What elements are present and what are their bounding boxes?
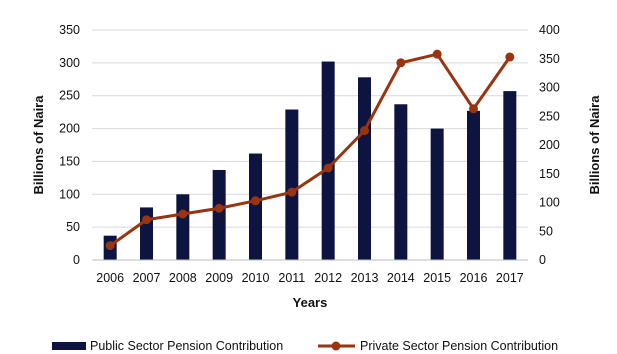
public-sector-bars — [103, 61, 517, 260]
y2-tick-label: 0 — [539, 253, 546, 267]
y-tick-label: 250 — [59, 89, 80, 103]
x-tick-label: 2017 — [496, 271, 524, 285]
x-tick-label: 2008 — [169, 271, 197, 285]
legend-swatch-public — [52, 342, 86, 350]
y-tick-label: 100 — [59, 187, 80, 201]
x-tick-label: 2012 — [314, 271, 342, 285]
y2-tick-label: 300 — [539, 81, 560, 95]
private-sector-line-path — [109, 52, 512, 247]
x-tick-label: 2009 — [205, 271, 233, 285]
x-tick-label: 2011 — [278, 271, 305, 285]
private-sector-point — [469, 104, 478, 114]
x-tick-label: 2013 — [351, 271, 379, 285]
y2-axis-title: Billions of Naira — [587, 95, 602, 195]
left-y-tick-labels: 0 50 100 150 200 250 300 350 — [59, 23, 80, 267]
legend-label-private: Private Sector Pension Contribution — [360, 339, 558, 353]
y-axis-title: Billions of Naira — [31, 95, 46, 195]
x-tick-label: 2010 — [242, 271, 270, 285]
public-sector-bar — [430, 128, 444, 260]
y-tick-label: 300 — [59, 56, 80, 70]
y2-tick-label: 250 — [539, 109, 560, 123]
gridlines — [92, 29, 528, 228]
private-sector-line — [105, 49, 515, 251]
private-sector-point — [505, 52, 515, 62]
public-sector-bar — [212, 169, 226, 260]
x-tick-labels: 2006 2007 2008 2009 2010 2011 2012 2013 2014 2015… — [96, 271, 524, 285]
private-sector-point — [432, 49, 442, 59]
y2-tick-label: 100 — [539, 196, 560, 210]
y2-tick-label: 350 — [539, 52, 560, 66]
x-tick-label: 2015 — [423, 271, 451, 285]
public-sector-bar — [249, 153, 262, 260]
y2-tick-label: 50 — [539, 224, 553, 238]
legend: Public Sector Pension Contribution Priva… — [52, 339, 558, 353]
y-tick-label: 150 — [59, 154, 80, 168]
x-tick-label: 2014 — [387, 271, 415, 285]
x-axis-title: Years — [293, 295, 328, 310]
y2-tick-label: 400 — [539, 23, 560, 37]
y-tick-label: 0 — [73, 253, 80, 267]
y2-tick-label: 150 — [539, 167, 560, 181]
private-sector-point — [396, 58, 406, 68]
legend-swatch-private-marker — [331, 341, 341, 351]
x-tick-label: 2016 — [460, 271, 488, 285]
legend-label-public: Public Sector Pension Contribution — [90, 339, 283, 353]
x-tick-label: 2006 — [96, 271, 124, 285]
private-sector-point — [214, 203, 224, 213]
public-sector-bar — [467, 110, 480, 260]
private-sector-point — [178, 209, 188, 219]
private-sector-point — [287, 187, 297, 197]
private-sector-point — [251, 196, 260, 206]
private-sector-point — [323, 163, 333, 173]
private-sector-point — [105, 241, 115, 251]
public-sector-bar — [285, 109, 299, 260]
x-tick-label: 2007 — [133, 271, 161, 285]
public-sector-bar — [321, 61, 335, 260]
private-sector-point — [142, 215, 151, 225]
y-tick-label: 350 — [59, 23, 80, 37]
private-sector-point — [360, 126, 369, 136]
public-sector-bar — [503, 91, 517, 260]
y-tick-label: 200 — [59, 122, 80, 136]
y2-tick-label: 200 — [539, 138, 560, 152]
public-sector-bar — [358, 77, 371, 260]
public-sector-bar — [394, 104, 408, 260]
y-tick-label: 50 — [66, 220, 80, 234]
right-y-tick-labels: 0 50 100 150 200 250 300 350 400 — [539, 23, 560, 267]
public-sector-bar — [176, 194, 190, 260]
